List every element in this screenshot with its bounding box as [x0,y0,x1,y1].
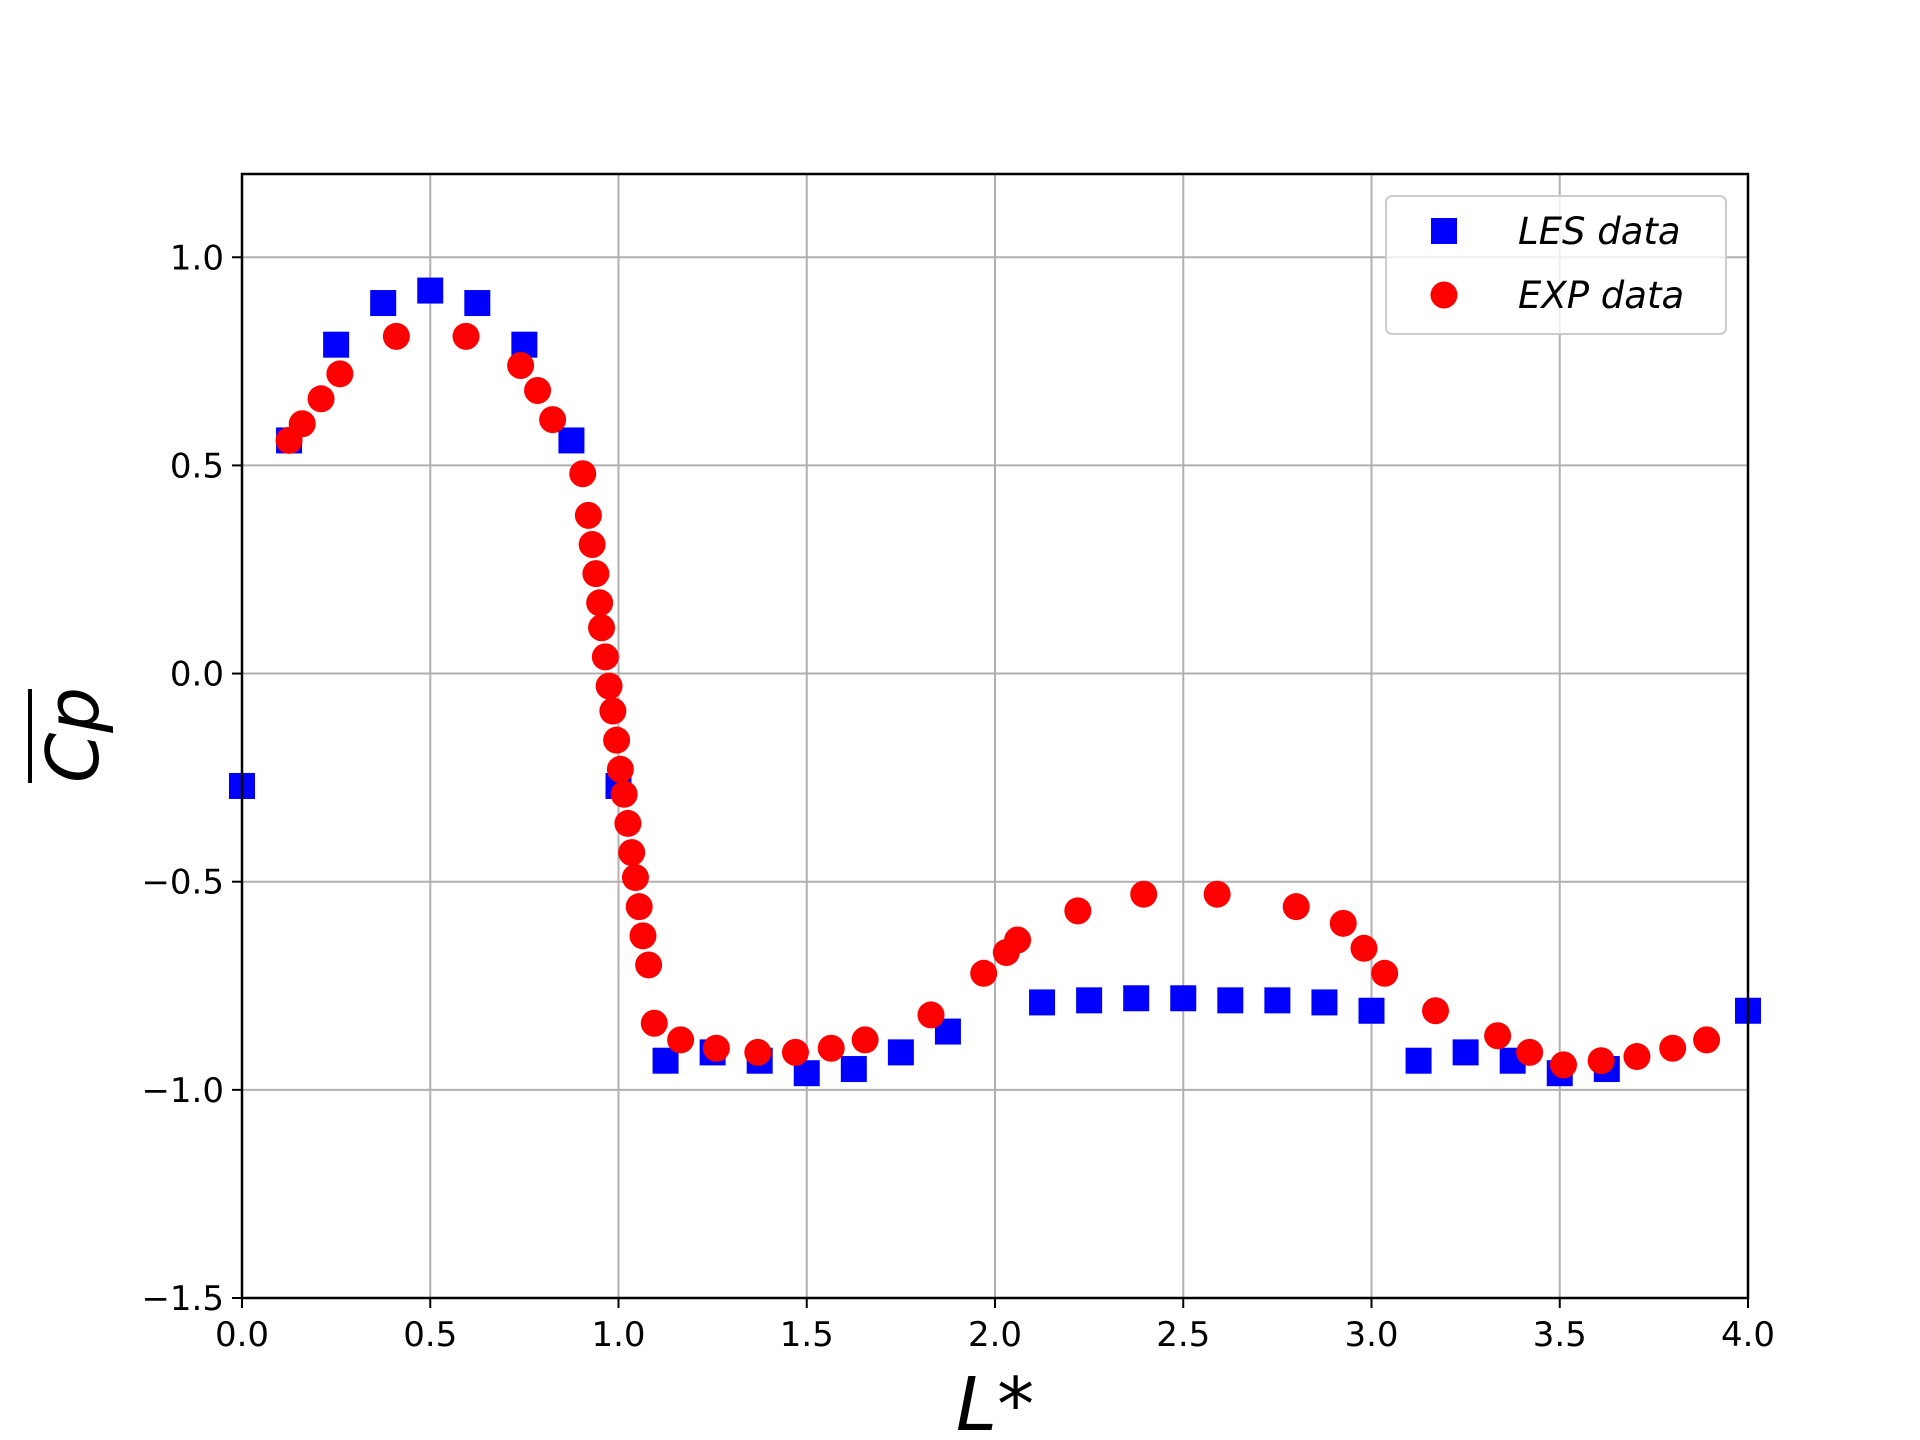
les-data-point [417,277,444,304]
legend-label-exp: EXP data [1518,274,1684,317]
exp-data-point [1516,1038,1544,1066]
exp-data-point [1130,880,1158,908]
x-tick-label: 0.0 [215,1315,269,1355]
exp-data-point [635,951,663,979]
exp-data-point [452,322,480,350]
les-data-point [1123,985,1150,1012]
x-tick-label: 3.5 [1533,1315,1587,1355]
legend: LES data EXP data [1385,195,1727,335]
exp-data-point [1587,1047,1615,1075]
les-data-point [558,427,585,454]
exp-data-point [625,893,653,921]
les-data-point [1311,989,1338,1016]
les-data-point [652,1047,679,1074]
y-tick-label: −0.5 [141,863,224,903]
x-tick-label: 1.0 [591,1315,645,1355]
exp-data-point [524,376,552,404]
exp-data-point [1484,1022,1512,1050]
grid-lines [241,174,1749,1299]
axis-ticks: 0.0 0.5 1.0 1.5 2.0 2.5 3.0 3.5 4.0 −1.5 −1.0 −0.5 0… [141,238,1775,1355]
exp-data-point [702,1034,730,1062]
exp-data-point [1282,893,1310,921]
exp-data-point [621,864,649,892]
exp-data-point [307,385,335,413]
exp-data-point [610,780,638,808]
exp-data-point [618,839,646,867]
les-data-point [370,290,397,317]
y-tick-label: −1.5 [141,1279,224,1319]
x-tick-label: 2.5 [1156,1315,1210,1355]
exp-data-point [1623,1043,1651,1071]
exp-data-point [667,1026,695,1054]
x-tick-label: 0.5 [403,1315,457,1355]
exp-data-point [1693,1026,1721,1054]
y-axis-label: Cp [31,687,115,783]
exp-data-point [588,614,616,642]
exp-data-point [574,501,602,529]
y-tick-label: −1.0 [141,1071,224,1111]
exp-data-point [1004,926,1032,954]
les-data-point [1076,987,1103,1014]
exp-data-point [582,560,610,588]
les-data-point [1405,1047,1432,1074]
les-data-point [840,1056,867,1083]
exp-data-point [1203,880,1231,908]
x-tick-label: 3.0 [1344,1315,1398,1355]
legend-marker-exp [1430,281,1458,309]
exp-data-point [744,1038,772,1066]
exp-data-point [382,322,410,350]
exp-data-point [586,589,614,617]
exp-data-point [288,410,316,438]
exp-data-point [1550,1051,1578,1079]
les-data-point [1170,985,1197,1012]
exp-data-point [1350,934,1378,962]
exp-data-point [614,809,642,837]
exp-data-point [851,1026,879,1054]
x-axis-label: L* [956,1362,1034,1440]
exp-data-point [629,922,657,950]
exp-data-point [539,406,567,434]
legend-label-les: LES data [1518,210,1681,253]
les-data-point [1358,997,1385,1024]
les-data-point [1264,987,1291,1014]
exp-data-point [970,959,998,987]
exp-data-point [507,351,535,379]
legend-marker-les [1431,218,1457,244]
y-axis-label-group: Cp [28,687,115,783]
x-tick-label: 4.0 [1721,1315,1775,1355]
exp-data-point [1422,997,1450,1025]
exp-data-point [326,360,354,388]
les-data-point [1029,989,1056,1016]
les-data-point [1452,1039,1479,1066]
exp-data-point [603,726,631,754]
les-data-point [464,290,491,317]
exp-data-point [591,643,619,671]
exp-data-point [606,755,634,783]
exp-data-point [817,1034,845,1062]
y-tick-label: 0.5 [170,446,224,486]
les-data-point [1217,987,1244,1014]
exp-data-point [569,460,597,488]
y-tick-label: 0.0 [170,655,224,695]
exp-data-point [1064,897,1092,925]
exp-data-point [1659,1034,1687,1062]
data-layer [229,277,1761,1087]
exp-data-point [917,1001,945,1029]
les-data-point [323,331,350,358]
exp-data-point [640,1009,668,1037]
exp-data-point [578,531,606,559]
exp-data-point [599,697,627,725]
y-tick-label: 1.0 [170,238,224,278]
x-tick-label: 1.5 [780,1315,834,1355]
legend-frame [1385,195,1727,335]
exp-data-point [781,1038,809,1066]
exp-data-point [1329,909,1357,937]
x-tick-label: 2.0 [968,1315,1022,1355]
les-data-point [887,1039,914,1066]
exp-data-point [595,672,623,700]
exp-data-point [1371,959,1399,987]
